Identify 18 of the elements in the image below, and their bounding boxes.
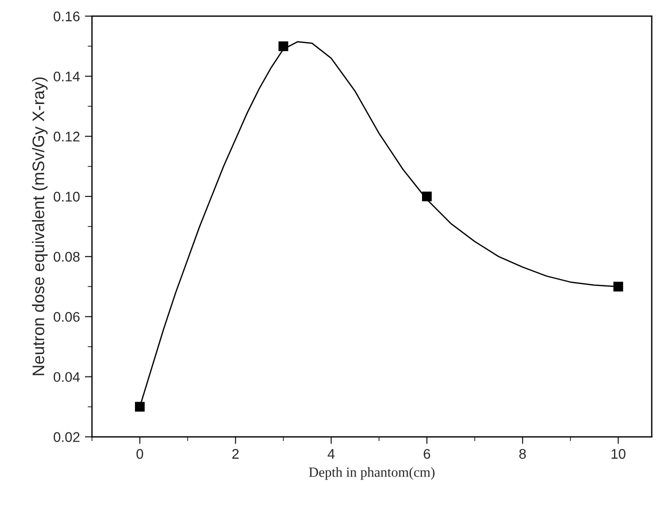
y-tick-label: 0.04: [54, 372, 80, 382]
y-tick-label: 0.12: [54, 132, 80, 142]
x-tick-label: 2: [232, 448, 239, 459]
x-tick-label: 4: [328, 449, 335, 459]
y-axis-title: Neutron dose equivalent (mSv/Gy X-ray): [32, 77, 48, 376]
x-tick-label: 0: [136, 448, 144, 459]
y-tick-label: 0.08: [54, 252, 80, 262]
y-tick-label: 0.06: [54, 312, 80, 322]
point: [613, 282, 624, 292]
x-tick-label: 10: [612, 448, 626, 459]
y-tick-label: 0.02: [54, 432, 80, 442]
y-tick-label: 0.14: [54, 72, 80, 82]
x-axis-title: Depth in phantom(cm): [309, 467, 435, 480]
y-tick-label: 0.16: [54, 11, 80, 22]
point: [134, 402, 145, 412]
x-tick-label: 8: [519, 448, 526, 459]
x-tick-label: 6: [424, 448, 430, 459]
y-tick-label: 0.10: [54, 192, 80, 202]
